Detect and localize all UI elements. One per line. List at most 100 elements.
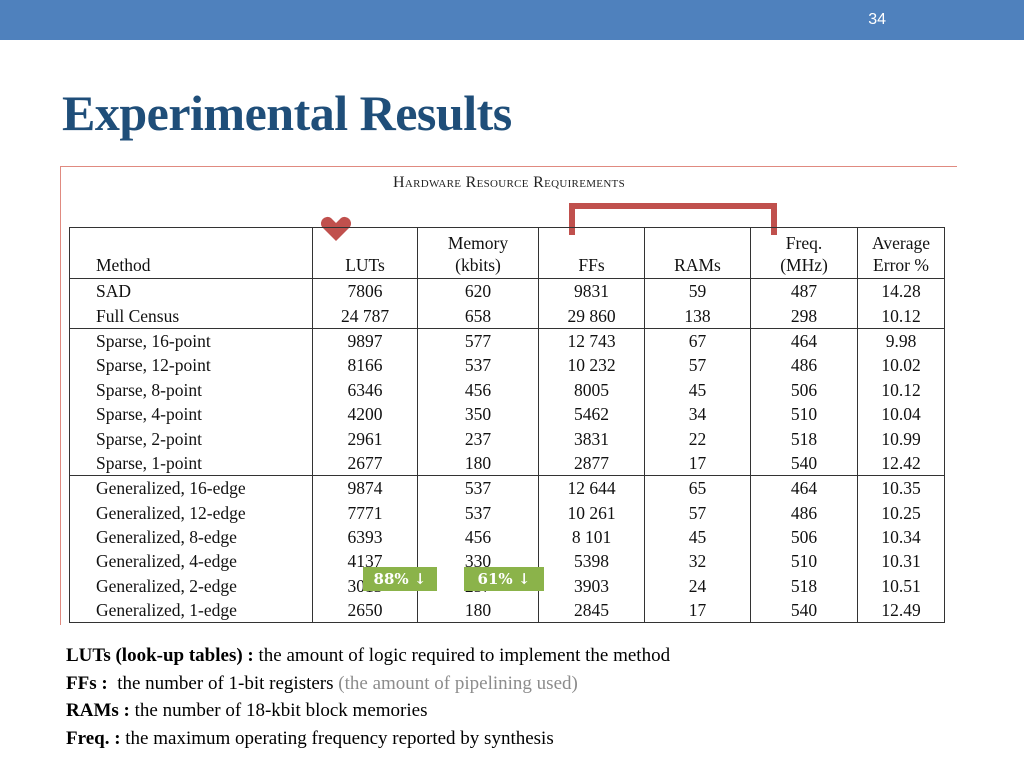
hardware-resource-table: Method LUTs Memory (kbits) FFs RAMs [69,227,945,624]
ffs-reduction-badge: 61% ↓ [464,567,544,591]
table-row: Full Census 24 787 658 29 860 138 298 10.12 [69,303,945,329]
table-cell: 4200 [312,401,418,427]
table-cell: 180 [417,598,539,623]
table-body: SAD 7806 620 9831 59 487 14.28 Full Census 24 78… [69,278,945,623]
table-cell: 45 [644,524,751,550]
table-cell: 10.35 [857,475,945,501]
header-ffs: FFs [538,227,645,279]
table-row: Sparse, 2-point 2961 237 3831 22 518 10.99 [69,426,945,451]
table-cell: 9831 [538,278,645,304]
table-cell: 180 [417,450,539,476]
header-memory-line1: Memory [447,233,509,253]
table-cell: 620 [417,278,539,304]
term-rams: RAMs : [66,700,130,721]
table-cell: 537 [417,353,539,378]
luts-reduction-badge: 88% ↓ [363,567,437,591]
table-cell: 8005 [538,377,645,402]
term-ffs: FFs : [66,672,108,694]
table-row: Sparse, 1-point 2677 180 2877 17 540 12.42 [69,450,945,476]
table-cell: 7771 [312,500,418,525]
table-cell: 5462 [538,401,645,427]
table-cell: Sparse, 8-point [69,377,313,402]
table-row: Generalized, 16-edge 9874 537 12 644 65 464 10… [69,475,945,501]
table-cell: 45 [644,377,751,402]
table-cell: 3831 [538,426,645,451]
table-cell: 67 [644,328,751,354]
table-cell: 6393 [312,524,418,550]
table-cell: 456 [417,524,539,550]
table-cell: SAD [69,278,313,304]
table-cell: Sparse, 12-point [69,353,313,378]
table-row: Sparse, 4-point 4200 350 5462 34 510 10.04 [69,401,945,427]
table-cell: 8166 [312,353,418,378]
text-freq: the maximum operating frequency reported… [120,727,554,749]
table-cell: 9874 [312,475,418,501]
table-cell: Sparse, 4-point [69,401,313,427]
header-memory-line2: (kbits) [455,255,501,275]
table-cell: 10.51 [857,573,945,599]
table-cell: 350 [417,401,539,427]
table-cell: 298 [750,303,858,329]
table-cell: 658 [417,303,539,329]
table-cell: 12.42 [857,450,945,476]
table-cell: 8 101 [538,524,645,550]
table-cell: 14.28 [857,278,945,304]
table-cell: 34 [644,401,751,427]
table-cell: 12 743 [538,328,645,354]
table-cell: 10 232 [538,353,645,378]
table-cell: 506 [750,524,858,550]
table-cell: 7806 [312,278,418,304]
table-row: Generalized, 1-edge 2650 180 2845 17 540 12.49 [69,598,945,623]
table-cell: 65 [644,475,751,501]
definition-freq: Freq. : the maximum operating frequency … [66,725,670,753]
table-cell: 10.99 [857,426,945,451]
table-cell: 6346 [312,377,418,402]
table-cell: 138 [644,303,751,329]
table-cell: 10.31 [857,549,945,574]
table-cell: 10 261 [538,500,645,525]
table-cell: 24 [644,573,751,599]
table-cell: 10.34 [857,524,945,550]
table-caption: Hardware Resource Requirements [392,174,625,191]
table-cell: 17 [644,598,751,623]
results-figure: Hardware Resource Requirements Method LU… [60,166,957,625]
text-ffs: the number of 1-bit registers [107,672,339,694]
definition-ffs: FFs : the number of 1-bit registers (the… [66,670,670,698]
header-freq-line2: (MHz) [780,255,828,275]
table-cell: 487 [750,278,858,304]
table-cell: 59 [644,278,751,304]
table-cell: Generalized, 1-edge [69,598,313,623]
ffs-freq-bracket [569,203,777,235]
table-cell: Full Census [69,303,313,329]
table-cell: 537 [417,475,539,501]
top-bar: 34 [0,0,1024,40]
table-cell: 540 [750,450,858,476]
table-cell: 2877 [538,450,645,476]
table-cell: 486 [750,500,858,525]
table-cell: 464 [750,328,858,354]
table-cell: 577 [417,328,539,354]
table-cell: 518 [750,426,858,451]
table-cell: Generalized, 8-edge [69,524,313,550]
table-cell: 510 [750,401,858,427]
definition-luts: LUTs (look-up tables) : the amount of lo… [66,642,670,670]
table-cell: 12 644 [538,475,645,501]
table-row: Generalized, 4-edge 4137 330 5398 32 510 10.31 [69,549,945,574]
table-cell: 510 [750,549,858,574]
table-cell: 12.49 [857,598,945,623]
table-cell: Generalized, 12-edge [69,500,313,525]
header-method-line2: Method [96,255,151,275]
table-cell: 486 [750,353,858,378]
table-cell: Sparse, 16-point [69,328,313,354]
table-cell: 506 [750,377,858,402]
term-luts: LUTs (look-up tables) : [66,645,254,666]
table-cell: 9897 [312,328,418,354]
table-cell: Sparse, 1-point [69,450,313,476]
table-cell: Generalized, 2-edge [69,573,313,599]
table-cell: 456 [417,377,539,402]
table-row: Generalized, 8-edge 6393 456 8 101 45 506 10.3… [69,524,945,550]
table-cell: Generalized, 4-edge [69,549,313,574]
table-cell: 57 [644,500,751,525]
table-cell: 464 [750,475,858,501]
table-cell: 5398 [538,549,645,574]
